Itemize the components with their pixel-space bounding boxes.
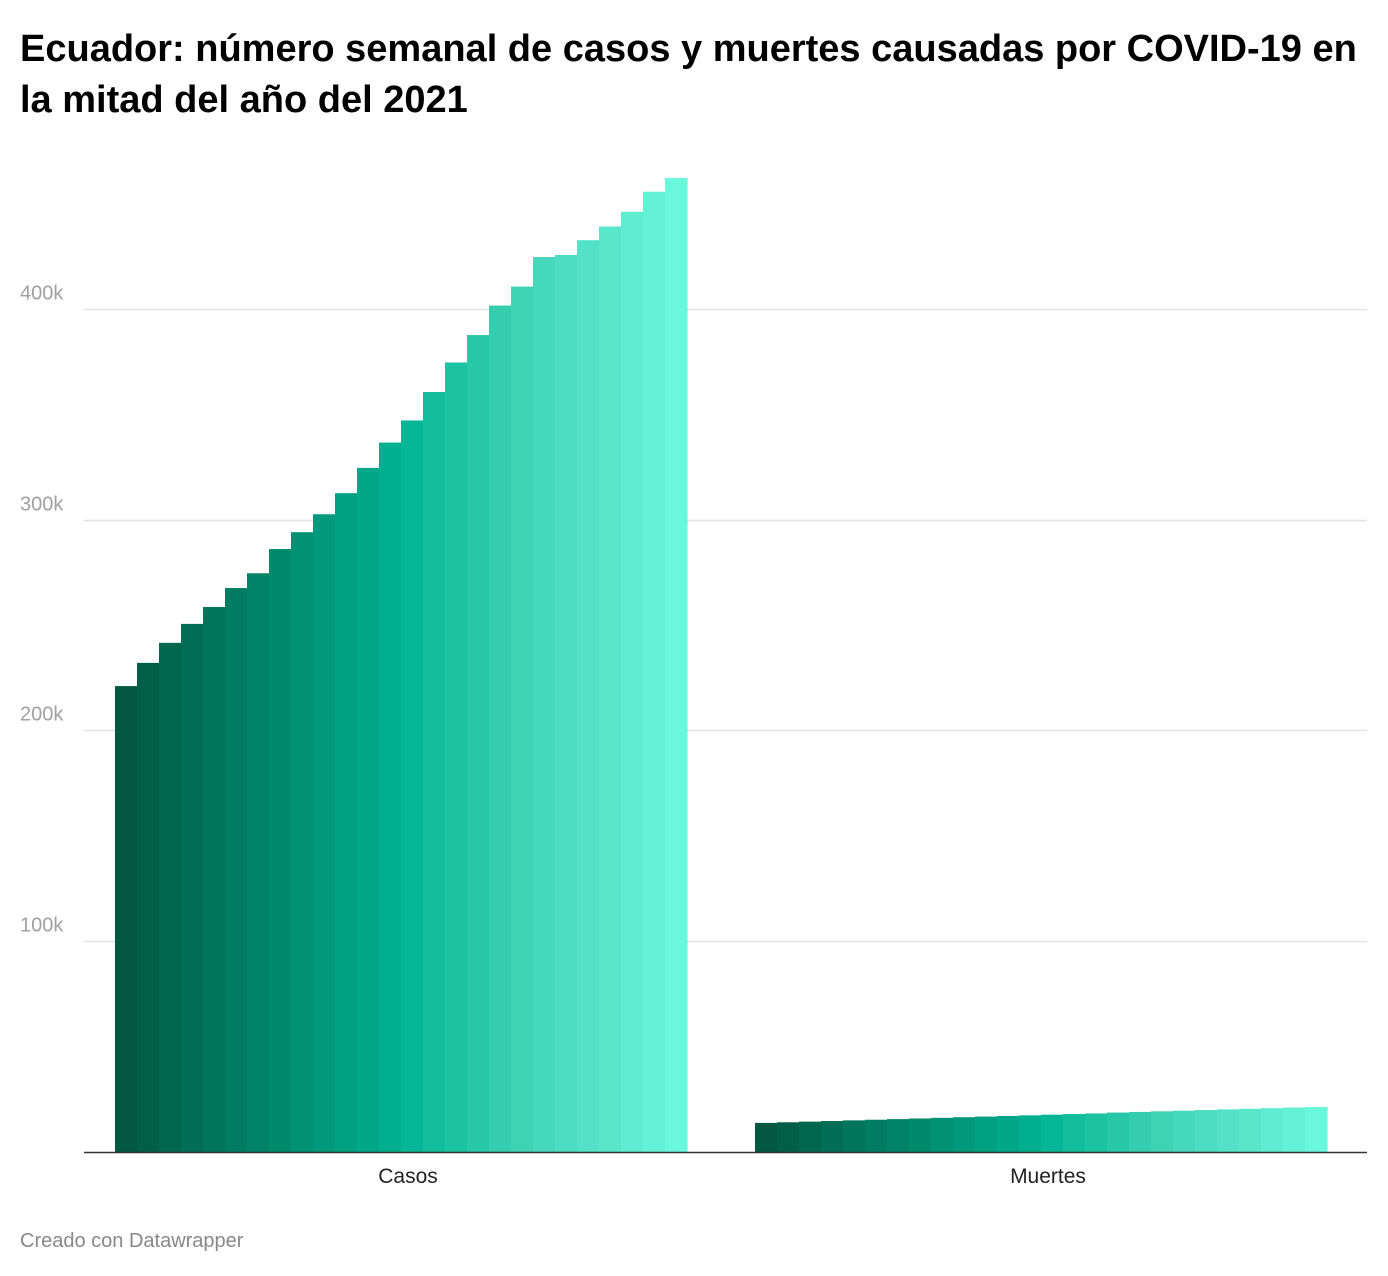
bar-casos-20 bbox=[533, 257, 556, 1152]
bar-muertes-26 bbox=[1305, 1106, 1328, 1152]
bar-muertes-15 bbox=[1063, 1114, 1086, 1152]
bar-casos-18 bbox=[489, 305, 512, 1152]
bar-casos-17 bbox=[467, 335, 490, 1152]
x-category-label: Muertes bbox=[1010, 1165, 1086, 1188]
bar-muertes-13 bbox=[1019, 1115, 1042, 1152]
bar-muertes-25 bbox=[1283, 1107, 1306, 1152]
bar-casos-15 bbox=[423, 391, 446, 1153]
bar-muertes-4 bbox=[821, 1121, 844, 1152]
bar-casos-13 bbox=[379, 442, 402, 1153]
bar-muertes-1 bbox=[755, 1122, 778, 1152]
bar-muertes-7 bbox=[887, 1119, 910, 1152]
bars bbox=[115, 178, 1328, 1153]
bar-muertes-3 bbox=[799, 1121, 822, 1152]
bar-casos-1 bbox=[115, 686, 138, 1152]
credit-text: Creado con Datawrapper bbox=[20, 1230, 244, 1252]
bar-casos-11 bbox=[335, 493, 358, 1152]
bar-casos-8 bbox=[269, 549, 292, 1152]
bar-muertes-14 bbox=[1041, 1114, 1064, 1152]
bar-casos-5 bbox=[203, 607, 226, 1152]
bar-casos-24 bbox=[621, 211, 644, 1153]
bar-muertes-20 bbox=[1173, 1110, 1196, 1152]
x-category-label: Casos bbox=[378, 1165, 438, 1188]
bar-casos-10 bbox=[313, 514, 336, 1152]
bar-muertes-18 bbox=[1129, 1111, 1152, 1152]
bar-muertes-10 bbox=[953, 1117, 976, 1152]
bar-casos-21 bbox=[555, 254, 578, 1152]
y-tick-label: 400k bbox=[20, 283, 64, 305]
chart-title: Ecuador: número semanal de casos y muert… bbox=[20, 28, 1357, 121]
bar-casos-14 bbox=[401, 420, 424, 1152]
bar-muertes-16 bbox=[1085, 1113, 1108, 1152]
bar-casos-16 bbox=[445, 362, 468, 1153]
bar-muertes-9 bbox=[931, 1117, 954, 1152]
bar-muertes-12 bbox=[997, 1115, 1020, 1152]
bar-casos-6 bbox=[225, 588, 248, 1152]
bar-muertes-2 bbox=[777, 1122, 800, 1152]
bar-casos-19 bbox=[511, 286, 534, 1152]
bar-muertes-19 bbox=[1151, 1111, 1174, 1152]
bar-casos-4 bbox=[181, 623, 204, 1152]
bar-muertes-17 bbox=[1107, 1112, 1130, 1152]
bar-muertes-6 bbox=[865, 1119, 888, 1152]
y-tick-label: 300k bbox=[20, 494, 64, 516]
bar-muertes-11 bbox=[975, 1116, 998, 1152]
y-tick-label: 100k bbox=[20, 915, 64, 937]
bar-casos-26 bbox=[665, 178, 688, 1152]
bar-casos-9 bbox=[291, 532, 314, 1152]
axes: Casos Muertes bbox=[84, 1151, 1367, 1188]
bar-muertes-21 bbox=[1195, 1110, 1218, 1152]
bar-casos-25 bbox=[643, 191, 666, 1152]
bar-muertes-24 bbox=[1261, 1108, 1284, 1152]
bar-casos-22 bbox=[577, 240, 600, 1152]
bar-casos-7 bbox=[247, 573, 270, 1152]
bar-muertes-8 bbox=[909, 1118, 932, 1152]
bar-muertes-23 bbox=[1239, 1108, 1262, 1152]
bar-casos-3 bbox=[159, 642, 182, 1152]
bar-casos-23 bbox=[599, 226, 622, 1153]
bar-muertes-5 bbox=[843, 1120, 866, 1152]
y-tick-label: 200k bbox=[20, 704, 64, 726]
bar-casos-12 bbox=[357, 467, 380, 1152]
bar-casos-2 bbox=[137, 662, 160, 1152]
bar-muertes-22 bbox=[1217, 1109, 1240, 1152]
